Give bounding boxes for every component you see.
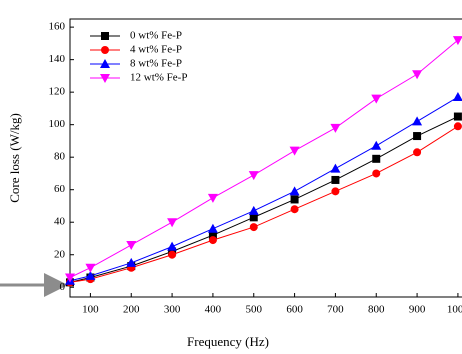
x-tick-label: 700 xyxy=(327,304,344,316)
legend-label: 4 wt% Fe-P xyxy=(130,44,182,56)
marker xyxy=(248,205,259,215)
y-tick-label: 120 xyxy=(49,86,66,98)
marker xyxy=(167,241,178,251)
legend-label: 12 wt% Fe-P xyxy=(130,72,187,84)
y-tick-label: 60 xyxy=(54,183,66,195)
legend-marker xyxy=(100,59,110,68)
marker xyxy=(168,250,177,259)
marker xyxy=(412,70,423,80)
marker xyxy=(452,92,462,102)
x-tick-label: 600 xyxy=(286,304,303,316)
x-tick-label: 500 xyxy=(246,304,263,316)
marker xyxy=(453,112,462,121)
marker xyxy=(249,223,258,232)
y-axis-label: Core loss (W/kg) xyxy=(7,113,22,203)
marker xyxy=(167,218,178,228)
y-tick-label: 100 xyxy=(49,118,66,130)
x-tick-label: 800 xyxy=(368,304,385,316)
legend-label: 8 wt% Fe-P xyxy=(130,58,182,70)
y-tick-label: 0 xyxy=(60,281,66,293)
marker xyxy=(371,140,382,150)
marker xyxy=(289,186,300,196)
series-line xyxy=(69,96,459,282)
marker xyxy=(85,270,96,280)
marker xyxy=(126,257,137,267)
marker xyxy=(249,213,258,222)
legend-marker xyxy=(100,74,110,83)
series-line xyxy=(69,125,459,283)
marker xyxy=(330,123,341,133)
y-tick-label: 20 xyxy=(54,248,66,260)
marker xyxy=(207,193,218,203)
marker xyxy=(331,187,340,196)
legend-label: 0 wt% Fe-P xyxy=(130,30,182,42)
marker xyxy=(331,175,340,184)
marker xyxy=(453,122,462,131)
marker xyxy=(371,94,382,104)
marker xyxy=(126,240,137,250)
marker xyxy=(208,231,217,240)
series-line xyxy=(69,116,459,283)
y-tick-label: 160 xyxy=(49,21,66,33)
x-axis-label: Frequency (Hz) xyxy=(187,334,269,349)
marker xyxy=(290,205,299,214)
marker xyxy=(372,169,381,178)
marker xyxy=(248,171,259,181)
marker xyxy=(207,223,218,233)
legend-marker xyxy=(101,32,109,40)
y-tick-label: 40 xyxy=(54,216,66,228)
plot-frame xyxy=(69,18,462,298)
marker xyxy=(412,116,423,126)
x-tick-label: 200 xyxy=(123,304,140,316)
marker xyxy=(372,154,381,163)
marker xyxy=(290,195,299,204)
marker xyxy=(330,163,341,173)
x-tick-label: 300 xyxy=(164,304,181,316)
x-tick-label: 400 xyxy=(205,304,222,316)
x-tick-label: 900 xyxy=(409,304,426,316)
marker xyxy=(65,273,75,283)
legend-marker xyxy=(101,46,109,54)
marker xyxy=(413,132,422,141)
y-tick-label: 140 xyxy=(49,53,66,65)
y-tick-label: 80 xyxy=(54,151,66,163)
marker xyxy=(289,146,300,156)
x-tick-label: 100 xyxy=(82,304,99,316)
marker xyxy=(85,263,96,273)
marker xyxy=(413,148,422,157)
marker xyxy=(452,36,462,46)
marker xyxy=(208,236,217,245)
